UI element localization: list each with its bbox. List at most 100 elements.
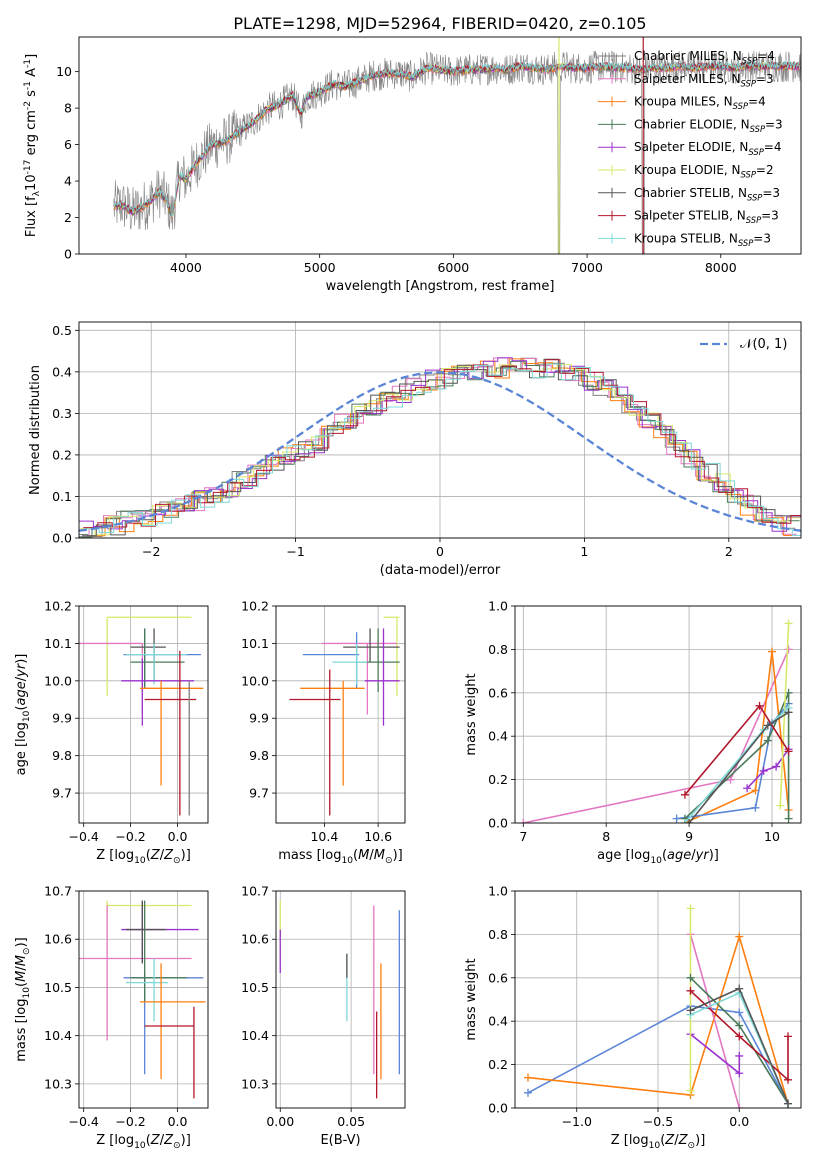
y-tick-label: 9.8 — [52, 748, 72, 763]
legend-label: 𝒩(0, 1) — [740, 337, 787, 352]
error-bar-marker — [130, 900, 187, 1002]
weight-point-marker — [735, 1051, 744, 1060]
residual-histogram — [79, 357, 797, 538]
y-tick-label: 0.1 — [52, 489, 72, 504]
y-tick-label: 0.6 — [488, 685, 508, 700]
y-tick-label: 0.2 — [52, 447, 72, 462]
normal-curve — [79, 371, 801, 532]
x-tick-label: 10.6 — [364, 829, 392, 844]
axes-frame — [514, 605, 802, 824]
plot-area-z-vs-age — [79, 616, 204, 816]
plot-area-residuals — [79, 357, 801, 538]
error-bar-marker — [300, 680, 365, 786]
legend-label: Kroupa MILES, NSSP=4 — [634, 95, 766, 112]
axes-frame — [78, 890, 209, 1109]
x-axis-label: Z [log10(Z/Z⊙)] — [611, 1133, 706, 1151]
weight-point-marker — [784, 708, 793, 717]
y-tick-label: 10.1 — [241, 636, 269, 651]
weight-point-marker — [784, 1032, 792, 1041]
weight-point-marker — [735, 932, 744, 941]
y-tick-label: 0.0 — [488, 1101, 508, 1116]
x-tick-label: 0 — [436, 544, 444, 559]
y-tick-label: 9.9 — [52, 711, 72, 726]
y-tick-label: 10.4 — [44, 1028, 72, 1043]
residual-histogram — [80, 364, 801, 536]
error-bar-marker — [332, 643, 368, 685]
x-tick-label: 10 — [764, 829, 780, 844]
weight-point-marker — [519, 819, 528, 823]
x-tick-label: 4000 — [170, 260, 202, 275]
error-bar-marker — [302, 632, 360, 689]
x-tick-label: 9 — [685, 829, 693, 844]
x-tick-label: 1 — [580, 544, 588, 559]
x-tick-label: 5000 — [304, 260, 336, 275]
axes-z-vs-age: −0.4 −0.2 0.0 9.7 9.8 9.9 10.0 10.1 10.2 Z [log10… — [14, 599, 209, 866]
error-bar-marker — [139, 963, 206, 1080]
weight-point-marker — [685, 819, 694, 823]
legend-label: Chabrier MILES, NSSP=4 — [634, 49, 775, 66]
y-tick-label: 10.1 — [44, 636, 72, 651]
y-tick-label: 10.6 — [44, 932, 72, 947]
axes-spectrum: 4000 5000 6000 7000 8000 0 2 4 6 8 10 wavelength [A… — [23, 36, 802, 294]
x-tick-label: 10.4 — [310, 829, 338, 844]
error-bar-marker — [321, 642, 397, 715]
axes-frame — [275, 890, 406, 1109]
axes-ebv-vs-mass: 0.00 0.05 10.3 10.4 10.5 10.6 10.7 E(B-V) — [241, 884, 406, 1148]
axes-residuals: −2 −1 0 1 2 0.0 0.1 0.2 0.3 0.4 0.5 (data-model)/er… — [28, 321, 802, 578]
weight-point-marker — [524, 1088, 532, 1097]
residual-legend: 𝒩(0, 1) — [700, 337, 787, 352]
weight-point-marker — [735, 1104, 744, 1108]
error-bar-marker — [289, 669, 341, 816]
residual-histogram — [83, 359, 801, 529]
x-tick-label: 0.00 — [266, 1114, 294, 1129]
error-bar-marker — [364, 628, 400, 726]
axes-frame — [78, 605, 209, 824]
y-tick-label: 0.3 — [52, 406, 72, 421]
error-bar-marker — [144, 650, 197, 816]
x-tick-label: −0.2 — [115, 829, 145, 844]
x-tick-label: 0.0 — [168, 829, 188, 844]
error-bar-marker — [383, 616, 400, 696]
legend-label: Chabrier ELODIE, NSSP=3 — [634, 117, 783, 134]
legend-label: Kroupa STELIB, NSSP=3 — [634, 231, 771, 248]
weight-point-marker — [680, 819, 689, 823]
error-bar-marker — [123, 972, 204, 1075]
y-tick-label: 10.0 — [241, 673, 269, 688]
weight-point-marker — [784, 747, 793, 756]
weight-point-marker — [726, 775, 735, 784]
error-bar-marker — [130, 628, 185, 689]
weight-point-marker — [686, 986, 695, 995]
x-axis-label: age [log10(age/yr)] — [597, 848, 719, 866]
plot-area-spectrum — [113, 37, 801, 254]
y-tick-label: 10.5 — [241, 980, 269, 995]
weight-point-marker — [751, 803, 760, 812]
y-tick-label: 10.3 — [44, 1076, 72, 1091]
spectrum-legend: Chabrier MILES, NSSP=4 Salpeter MILES, NS… — [598, 49, 783, 248]
x-tick-label: 2 — [725, 544, 733, 559]
y-axis-label: Normed distribution — [28, 365, 43, 495]
y-tick-label: 9.9 — [249, 711, 269, 726]
weight-point-marker — [680, 790, 689, 799]
y-tick-label: 8 — [64, 101, 72, 116]
error-bar-marker — [121, 658, 194, 726]
x-tick-label: 7 — [519, 829, 527, 844]
weight-point-marker — [686, 973, 695, 982]
y-axis-label: mass weight — [464, 958, 479, 1040]
residual-histogram — [81, 358, 801, 537]
y-tick-label: 0.0 — [52, 531, 72, 546]
axes-z-weights: −1.0 −0.5 0.0 0.0 0.2 0.4 0.6 0.8 1.0 Z [log10(Z/… — [464, 884, 802, 1151]
y-tick-label: 10 — [56, 64, 72, 79]
weight-point-marker — [743, 784, 752, 793]
y-tick-label: 10.2 — [241, 599, 269, 614]
y-tick-label: 0.4 — [488, 1014, 508, 1029]
weight-point-marker — [763, 736, 772, 745]
x-tick-label: 7000 — [571, 260, 603, 275]
weight-point-marker — [784, 814, 793, 823]
weight-point-marker — [735, 1021, 744, 1030]
y-tick-label: 10.5 — [44, 980, 72, 995]
x-tick-label: 0.0 — [168, 1114, 188, 1129]
x-axis-label: Z [log10(Z/Z⊙)] — [96, 1133, 191, 1151]
y-tick-label: 4 — [64, 174, 72, 189]
x-axis-label: E(B-V) — [320, 1133, 360, 1148]
